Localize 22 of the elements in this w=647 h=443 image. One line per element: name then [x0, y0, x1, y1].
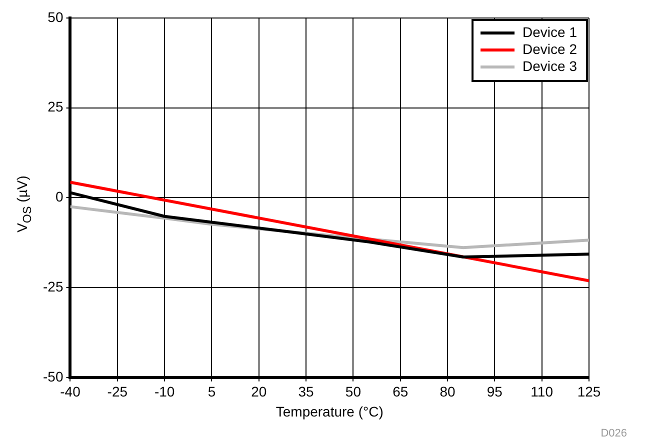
- legend-label: Device 3: [522, 58, 578, 74]
- y-tick-label: 50: [48, 8, 64, 25]
- legend-label: Device 2: [522, 40, 578, 57]
- x-tick-label: 35: [298, 384, 314, 400]
- x-tick-label: -40: [60, 384, 81, 400]
- x-tick-label: 95: [486, 384, 503, 400]
- x-tick-label: 80: [440, 384, 456, 400]
- x-tick-label: 50: [345, 384, 362, 400]
- y-tick-label: 0: [55, 188, 64, 205]
- y-tick-label: -50: [43, 368, 64, 384]
- legend-label: Device 1: [522, 24, 578, 40]
- x-tick-label: 125: [577, 384, 601, 400]
- y-tick-label: 25: [48, 98, 64, 115]
- x-tick-label: 20: [251, 384, 267, 400]
- text: D026: [600, 428, 627, 440]
- x-tick-label: 110: [530, 384, 554, 400]
- x-tick-label: 65: [392, 384, 408, 400]
- x-tick-label: -10: [154, 384, 175, 400]
- x-tick-label: 5: [208, 384, 216, 400]
- y-tick-label: -25: [43, 278, 64, 294]
- x-axis-title: Temperature (°C): [276, 403, 384, 420]
- x-tick-label: -25: [107, 384, 128, 400]
